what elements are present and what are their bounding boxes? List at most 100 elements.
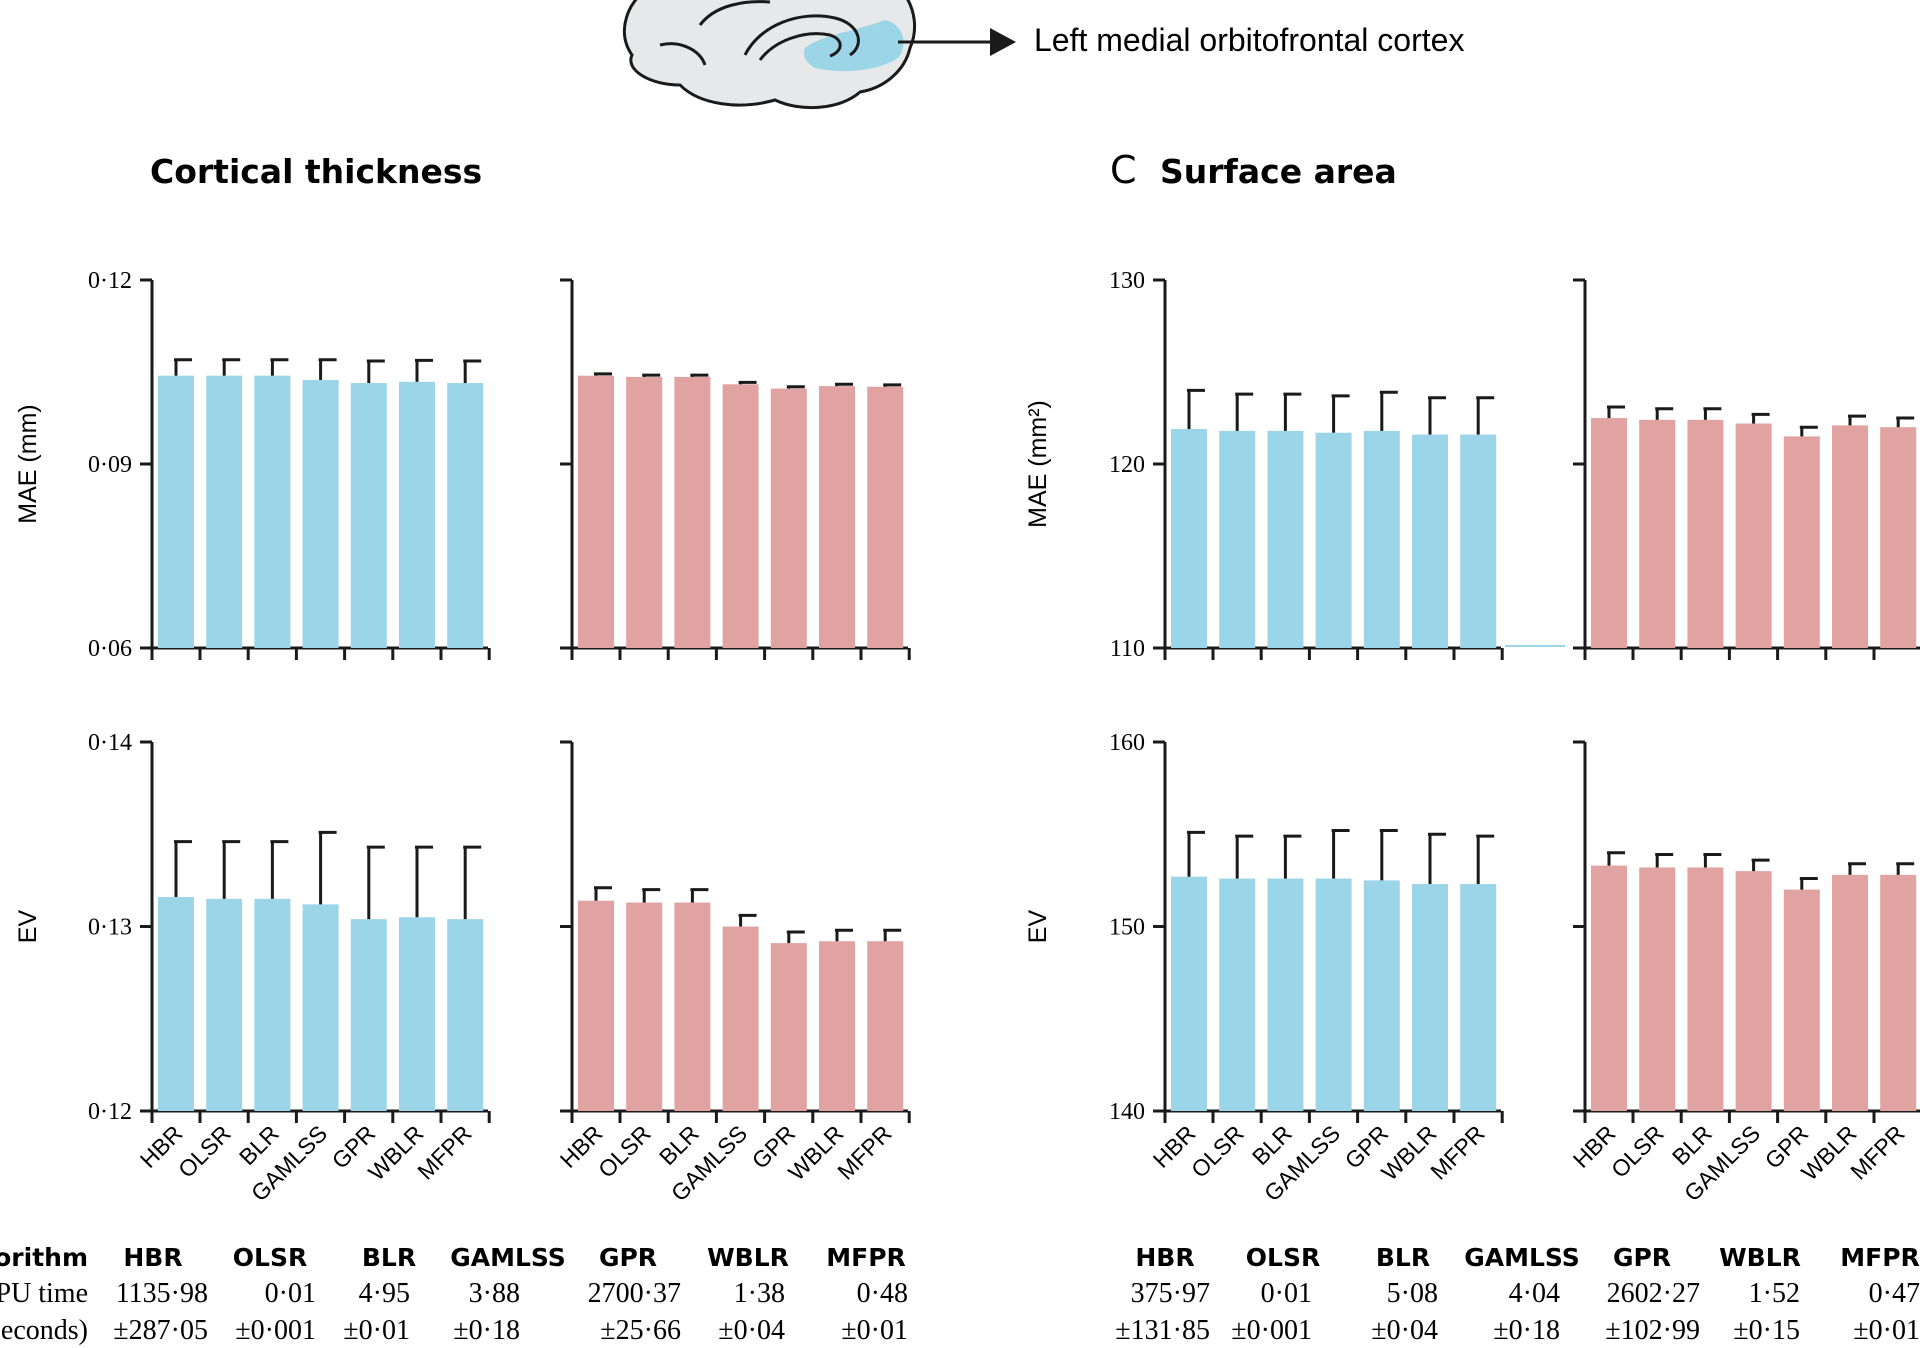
bar-olsr [1219, 878, 1256, 1111]
bar-wblr [819, 386, 855, 648]
bar-gamlss [1315, 878, 1352, 1111]
table-header-gamlss: GAMLSS [450, 1243, 566, 1272]
bar-blr [1267, 430, 1304, 648]
bar-gamlss [302, 904, 339, 1111]
bar-mfpr [1460, 884, 1497, 1111]
table-header-blr: BLR [1376, 1243, 1430, 1272]
table-header-gpr: GPR [1613, 1243, 1671, 1272]
bar-hbr [158, 896, 194, 1111]
table-cpu-time: 3·88 [469, 1278, 520, 1309]
bar-gpr [350, 383, 387, 648]
y-axis-label: MAE (mm²) [1024, 400, 1052, 528]
bar-hbr [1591, 418, 1627, 648]
y-axis-label: MAE (mm) [14, 404, 42, 523]
chart-surface-mae-blue: 110 120 130 MAE (mm²) [1024, 268, 1504, 662]
bar-olsr [1219, 430, 1256, 648]
table-cpu-time: 0·01 [265, 1278, 316, 1309]
bar-wblr [1412, 434, 1448, 648]
table-header-olsr: OLSR [233, 1243, 307, 1272]
brain-outline [623, 0, 917, 110]
bar-gpr [1783, 889, 1820, 1111]
chart-thickness-ev-blue: 0·120·130·14EVHBROLSRBLRGAMLSSGPRWBLRMFP… [14, 730, 491, 1206]
bar-gamlss [1735, 423, 1772, 648]
bar-gpr [770, 388, 807, 648]
bar-hbr [1171, 876, 1207, 1111]
bar-wblr [1832, 425, 1868, 648]
table-cpu-sd: ±287·05 [113, 1315, 208, 1346]
y-tick-label: 130 [1109, 268, 1145, 294]
table-cpu-sd: ±0·04 [718, 1315, 785, 1346]
table-cpu-sd: ±0·15 [1733, 1315, 1800, 1346]
table-cpu-time: 0·47 [1869, 1278, 1920, 1309]
x-tick-label: MFPR [1845, 1120, 1909, 1184]
table-header-blr: BLR [362, 1243, 416, 1272]
x-tick-label: MFPR [412, 1120, 476, 1184]
x-tick-label: OLSR [593, 1120, 656, 1183]
table-header-mfpr: MFPR [826, 1243, 906, 1272]
table-cpu-time: 5·08 [1387, 1278, 1438, 1309]
table-cpu-sd: ±25·66 [600, 1315, 681, 1346]
brain-highlight-region [803, 20, 904, 72]
arrow-right-icon [990, 28, 1016, 56]
x-tick-label: WBLR [363, 1120, 428, 1185]
chart-surface-mae-red [1573, 278, 1920, 660]
y-tick-label: 110 [1110, 636, 1145, 662]
bar-gpr [770, 943, 807, 1111]
table-cpu-sd: ±131·85 [1115, 1315, 1210, 1346]
bar-hbr [1591, 865, 1627, 1111]
table-cpu-time: 1·38 [734, 1278, 785, 1309]
bar-gamlss [1735, 871, 1772, 1111]
bar-gamlss [1315, 432, 1352, 648]
bar-mfpr [1880, 874, 1917, 1111]
bar-blr [1687, 867, 1724, 1111]
table-row-label: econds) [1, 1315, 88, 1346]
table-cpu-time: 4·04 [1509, 1278, 1560, 1309]
y-tick-label: 0·13 [88, 915, 132, 941]
bar-olsr [206, 375, 243, 648]
brain-fold-2 [758, 32, 842, 61]
bar-wblr [1412, 884, 1448, 1111]
bar-gpr [1363, 430, 1400, 648]
bar-blr [1687, 419, 1724, 648]
table-cpu-time: 2700·37 [588, 1278, 681, 1309]
x-tick-label: MFPR [1425, 1120, 1489, 1184]
bar-hbr [578, 375, 614, 648]
bar-wblr [1832, 874, 1868, 1111]
bar-mfpr [1880, 427, 1917, 648]
bar-blr [254, 375, 291, 648]
bar-hbr [578, 900, 614, 1111]
table-header-gamlss: GAMLSS [1464, 1243, 1580, 1272]
bar-mfpr [867, 386, 904, 648]
bar-wblr [399, 381, 435, 648]
cpu-time-tables: orithm PU time econds) HBR 1135·98 ±287·05 OLS… [0, 1243, 1920, 1346]
section-title-cortical-thickness: Cortical thickness [150, 152, 482, 191]
x-tick-label: OLSR [1186, 1120, 1249, 1183]
y-tick-label: 0·12 [88, 1099, 132, 1125]
table-cpu-time: 1·52 [1749, 1278, 1800, 1309]
table-cpu-time: 0·01 [1261, 1278, 1312, 1309]
bar-blr [674, 902, 711, 1111]
bar-olsr [1639, 867, 1676, 1111]
table-cpu-sd: ±0·04 [1371, 1315, 1438, 1346]
table-cpu-sd: ±102·99 [1605, 1315, 1700, 1346]
bar-olsr [626, 902, 663, 1111]
y-tick-label: 0·14 [88, 730, 132, 756]
y-tick-label: 120 [1109, 452, 1145, 478]
table-cpu-sd: ±0·001 [235, 1315, 316, 1346]
table-header-hbr: HBR [1135, 1243, 1194, 1272]
bar-mfpr [1460, 434, 1497, 648]
bar-gamlss [722, 926, 759, 1111]
table-cpu-time: 1135·98 [116, 1278, 208, 1309]
charts-group: 0·06 0·09 0·12 MAE (mm) 110 120 130 MAE (mm²) 0·… [14, 268, 1920, 1206]
bar-gamlss [302, 379, 339, 648]
bar-mfpr [447, 383, 484, 648]
x-tick-label: WBLR [783, 1120, 848, 1185]
bar-gpr [1363, 880, 1400, 1111]
y-axis-label: EV [1024, 910, 1052, 944]
x-tick-label: OLSR [1606, 1120, 1669, 1183]
section-title-surface-area: Surface area [1160, 152, 1397, 191]
table-cpu-sd: ±0·18 [1493, 1315, 1560, 1346]
table-cpu-time: 0·48 [857, 1278, 908, 1309]
